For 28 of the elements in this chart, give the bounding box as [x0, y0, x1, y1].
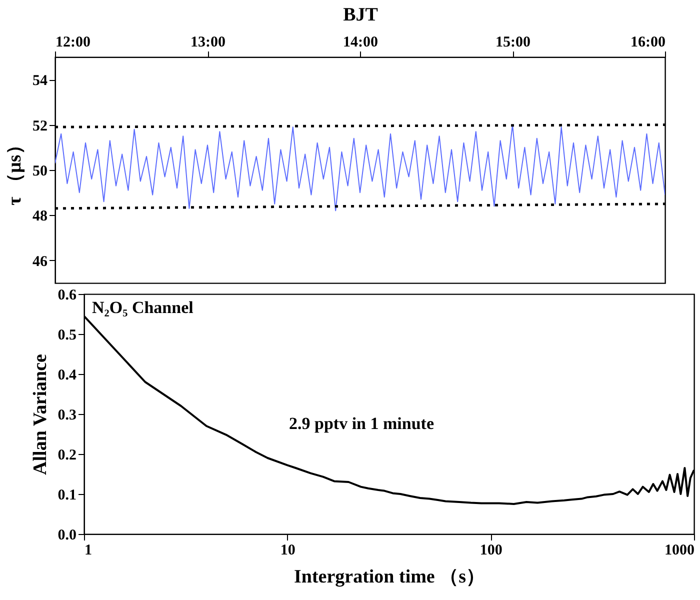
y-tick-label: 0.4	[58, 368, 77, 384]
y-tick-label: 0.2	[58, 448, 76, 464]
y-tick-label: 0.3	[58, 408, 76, 424]
y-tick-label: 50	[32, 164, 48, 180]
y-tick-label: 0.0	[58, 528, 76, 544]
x-tick-label: 13:00	[190, 34, 226, 50]
y-tick-label: 0.5	[58, 328, 76, 344]
x-tick-label: 10	[280, 542, 296, 558]
y-axis-title: τ （μs）	[4, 136, 26, 206]
x-tick-label: 12:00	[56, 34, 90, 50]
annotation: 2.9 pptv in 1 minute	[289, 414, 434, 433]
x-axis-title: Intergration time （s）	[294, 566, 486, 588]
x-tick-label: 100	[480, 542, 502, 558]
annotation: N₂O₅ Channel	[92, 298, 194, 317]
line-series	[55, 124, 665, 212]
y-tick-label: 0.1	[58, 488, 76, 504]
y-tick-label: 52	[32, 118, 48, 134]
y-tick-label: 48	[32, 208, 48, 225]
y-tick-label: 46	[32, 254, 48, 270]
x-tick-label: 14:00	[343, 34, 378, 50]
y-axis-title: Allan Variance	[30, 354, 51, 475]
y-tick-label: 54	[32, 73, 48, 90]
x-tick-label: 16:00	[630, 34, 666, 50]
x-tick-label: 15:00	[496, 34, 530, 50]
x-axis-title: BJT	[343, 4, 378, 26]
x-tick-label: 1	[84, 542, 92, 558]
y-tick-label: 0.6	[58, 288, 77, 304]
x-tick-label: 1000	[664, 542, 694, 558]
